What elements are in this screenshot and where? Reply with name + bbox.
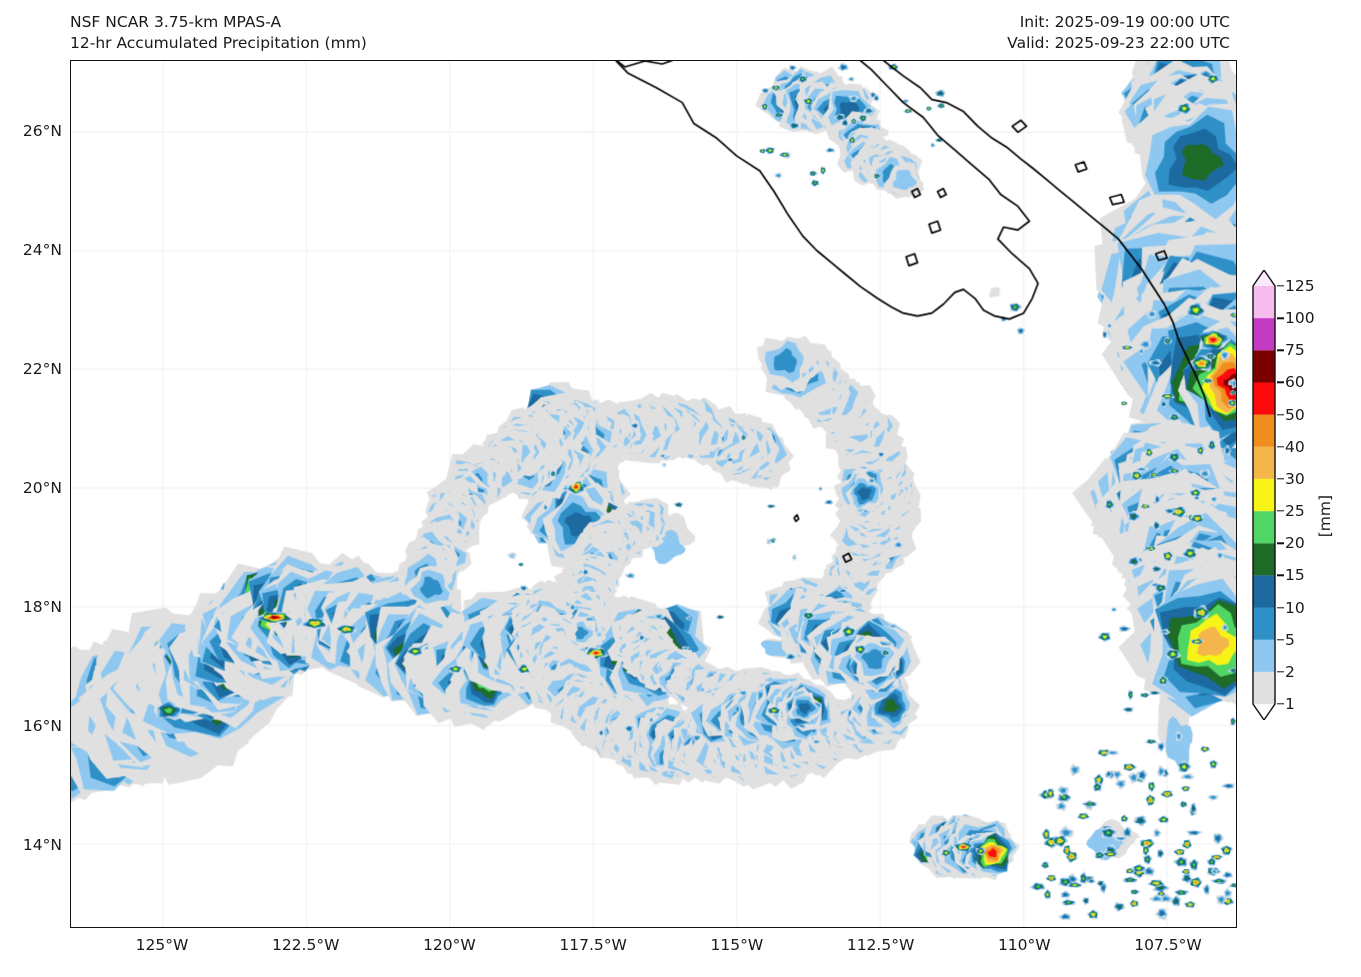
x-tick-122.5°W: 122.5°W [271, 936, 340, 954]
colorbar-tickmark-2 [1277, 671, 1284, 673]
header-model-title: NSF NCAR 3.75-km MPAS-A 12-hr Accumulate… [70, 12, 367, 54]
colorbar-tickmark-20 [1277, 542, 1284, 544]
map-plot-area [70, 60, 1237, 928]
colorbar-tick-25: 25 [1285, 502, 1305, 521]
colorbar-tick-10: 10 [1285, 598, 1305, 617]
colorbar-tick-20: 20 [1285, 534, 1305, 553]
colorbar-tick-50: 50 [1285, 405, 1305, 424]
y-tick-18°N: 18°N [22, 597, 62, 616]
header-time-block: Init: 2025-09-19 00:00 UTC Valid: 2025-0… [1007, 12, 1230, 54]
colorbar-tick-2: 2 [1285, 662, 1295, 681]
colorbar-tickmark-125 [1277, 285, 1284, 287]
colorbar-tickmark-15 [1277, 574, 1284, 577]
colorbar[interactable] [1251, 270, 1277, 720]
x-tick-112.5°W: 112.5°W [846, 936, 915, 954]
colorbar-tickmark-75 [1277, 349, 1284, 351]
header-valid-time: Valid: 2025-09-23 22:00 UTC [1007, 34, 1230, 52]
colorbar-tickmark-60 [1277, 381, 1284, 384]
x-tick-107.5°W: 107.5°W [1134, 936, 1202, 954]
header-model-line2: 12-hr Accumulated Precipitation (mm) [70, 34, 367, 52]
y-tick-22°N: 22°N [22, 360, 62, 379]
colorbar-tick-75: 75 [1285, 341, 1305, 360]
colorbar-tick-60: 60 [1285, 373, 1305, 392]
colorbar-tick-1: 1 [1285, 695, 1295, 713]
colorbar-gradient [1252, 270, 1276, 720]
colorbar-tick-30: 30 [1285, 469, 1305, 488]
colorbar-tickmark-50 [1277, 413, 1284, 416]
colorbar-unit-label: [mm] [1316, 495, 1334, 538]
y-tick-16°N: 16°N [22, 716, 62, 735]
header-model-line1: NSF NCAR 3.75-km MPAS-A [70, 13, 282, 31]
colorbar-tickmark-100 [1277, 317, 1284, 319]
colorbar-tickmark-30 [1277, 478, 1284, 480]
x-tick-115°W: 115°W [710, 936, 764, 954]
header-init-time: Init: 2025-09-19 00:00 UTC [1019, 13, 1230, 31]
x-tick-125°W: 125°W [135, 936, 189, 954]
colorbar-tick-40: 40 [1285, 437, 1305, 456]
y-tick-20°N: 20°N [22, 479, 62, 498]
colorbar-tick-15: 15 [1285, 566, 1305, 585]
colorbar-tickmark-25 [1277, 510, 1284, 512]
y-tick-24°N: 24°N [22, 241, 62, 260]
colorbar-tick-5: 5 [1285, 630, 1295, 649]
y-tick-14°N: 14°N [22, 835, 62, 854]
precipitation-field [71, 61, 1236, 927]
x-tick-120°W: 120°W [423, 936, 476, 954]
colorbar-tick-125: 125 [1285, 277, 1315, 295]
x-tick-117.5°W: 117.5°W [559, 936, 627, 954]
colorbar-tickmark-40 [1277, 446, 1284, 448]
colorbar-tick-100: 100 [1285, 309, 1315, 328]
colorbar-tickmark-10 [1277, 606, 1284, 609]
x-tick-110°W: 110°W [997, 936, 1051, 954]
y-tick-26°N: 26°N [22, 122, 62, 141]
colorbar-tickmark-1 [1277, 703, 1284, 705]
colorbar-tickmark-5 [1277, 638, 1284, 641]
